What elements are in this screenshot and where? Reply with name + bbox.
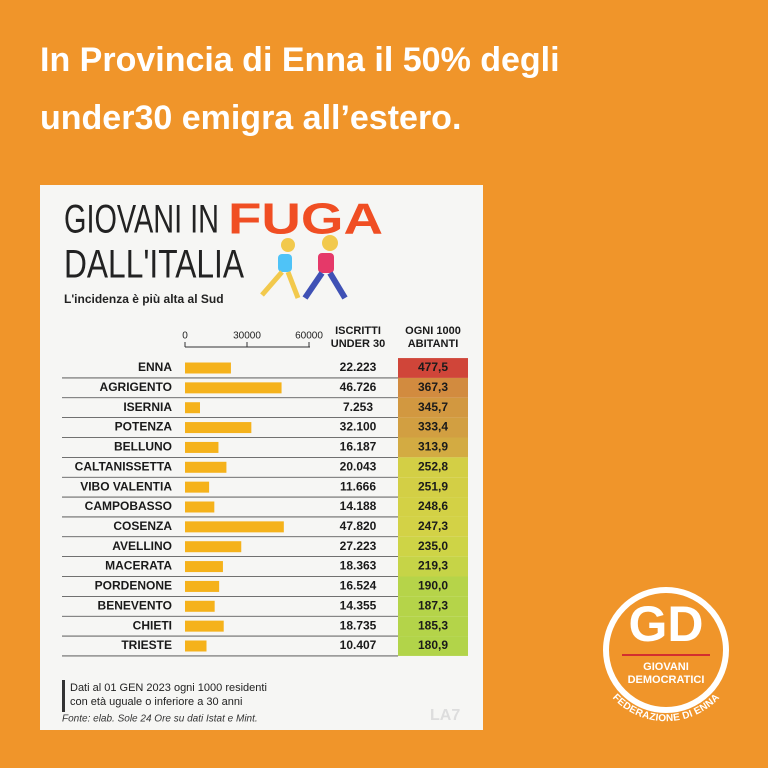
row-label: CHIETI: [133, 618, 172, 632]
bar: [185, 461, 227, 473]
bar: [185, 620, 224, 632]
bar: [185, 402, 200, 414]
bar: [185, 422, 252, 434]
row-label: VIBO VALENTIA: [80, 479, 172, 493]
value-label: 22.223: [340, 360, 377, 374]
logo-initials: GD: [629, 596, 704, 652]
value-label: 14.188: [340, 499, 377, 513]
x-tick-label: 60000: [295, 331, 323, 342]
rate-cell: [398, 636, 468, 656]
value-label: 11.666: [340, 479, 376, 493]
bar: [185, 501, 215, 513]
rate-label: 367,3: [418, 380, 448, 394]
row-label: CALTANISSETTA: [75, 459, 173, 473]
headline: In Provincia di Enna il 50% degli: [40, 41, 560, 79]
logo-name: DEMOCRATICI: [628, 674, 705, 686]
rate-cell: [398, 437, 468, 458]
bar: [185, 561, 223, 573]
rate-label: 187,3: [418, 598, 448, 612]
note-bar: [62, 680, 65, 712]
bar: [185, 521, 284, 533]
column-header: ISCRITTI UNDER 30: [331, 325, 385, 350]
value-label: 32.100: [340, 420, 377, 434]
value-label: 18.735: [340, 618, 377, 632]
logo: GD GIOVANI DEMOCRATICI FEDERAZIONE DI EN…: [603, 587, 729, 724]
column-header: OGNI 1000 ABITANTI: [405, 325, 461, 350]
row-label: TRIESTE: [121, 638, 172, 652]
rate-cell: [398, 477, 468, 498]
rate-label: 251,9: [418, 479, 448, 493]
value-label: 14.355: [340, 598, 377, 612]
rate-cell: [398, 616, 468, 637]
value-label: 20.043: [340, 459, 377, 473]
chart-title-accent: FUGA: [228, 195, 383, 244]
rate-cell: [398, 397, 468, 418]
row-label: PORDENONE: [95, 579, 172, 593]
rate-cell: [398, 596, 468, 617]
rate-label: 247,3: [418, 519, 448, 533]
rate-label: 248,6: [418, 499, 448, 513]
row-label: CAMPOBASSO: [85, 499, 172, 513]
rate-label: 333,4: [418, 420, 448, 434]
rate-cell: [398, 516, 468, 537]
headline: under30 emigra all’estero.: [40, 99, 461, 137]
rate-cell: [398, 358, 468, 378]
rate-label: 180,9: [418, 638, 448, 652]
rate-label: 185,3: [418, 618, 448, 632]
value-label: 46.726: [340, 380, 377, 394]
row-label: AVELLINO: [112, 539, 172, 553]
chart-subtitle: L'incidenza è più alta al Sud: [64, 292, 224, 306]
note: Dati al 01 GEN 2023 ogni 1000 residenti: [70, 682, 267, 694]
value-label: 27.223: [340, 539, 377, 553]
rate-label: 252,8: [418, 459, 448, 473]
row-label: ENNA: [138, 360, 172, 374]
rate-cell: [398, 497, 468, 517]
value-label: 18.363: [340, 559, 377, 573]
x-tick-label: 30000: [233, 331, 261, 342]
value-label: 47.820: [340, 519, 377, 533]
row-label: COSENZA: [113, 519, 172, 533]
runners: [260, 235, 348, 300]
logo-name: GIOVANI: [643, 661, 689, 673]
row-label: AGRIGENTO: [100, 380, 172, 394]
rate-cell: [398, 536, 468, 557]
rate-label: 477,5: [418, 360, 448, 374]
rate-label: 345,7: [418, 400, 448, 414]
row-label: ISERNIA: [123, 400, 172, 414]
rate-cell: [398, 576, 468, 597]
rate-label: 219,3: [418, 559, 448, 573]
watermark: LA7: [430, 707, 460, 724]
note: con età uguale o inferiore a 30 anni: [70, 696, 242, 708]
bar: [185, 640, 207, 652]
bar: [185, 382, 282, 394]
value-label: 16.187: [340, 440, 377, 454]
chart-title: DALL'ITALIA: [64, 243, 244, 287]
value-label: 7.253: [343, 400, 373, 414]
row-label: MACERATA: [105, 559, 172, 573]
bar: [185, 580, 220, 592]
x-tick-label: 0: [182, 331, 188, 342]
rate-label: 190,0: [418, 579, 448, 593]
row-label: POTENZA: [115, 420, 173, 434]
bar: [185, 481, 210, 493]
row-label: BELLUNO: [114, 440, 172, 454]
rate-label: 313,9: [418, 440, 448, 454]
rate-cell: [398, 556, 468, 577]
value-label: 16.524: [340, 579, 377, 593]
bar: [185, 600, 215, 612]
rate-cell: [398, 417, 468, 438]
chart-title: GIOVANI IN: [64, 198, 219, 242]
rate-cell: [398, 457, 468, 478]
rate-cell: [398, 377, 468, 398]
value-label: 10.407: [340, 638, 377, 652]
row-label: BENEVENTO: [98, 598, 172, 612]
source: Fonte: elab. Sole 24 Ore su dati Istat e…: [62, 714, 258, 725]
bar: [185, 541, 242, 553]
bar: [185, 441, 219, 453]
bar: [185, 362, 231, 374]
rate-label: 235,0: [418, 539, 448, 553]
